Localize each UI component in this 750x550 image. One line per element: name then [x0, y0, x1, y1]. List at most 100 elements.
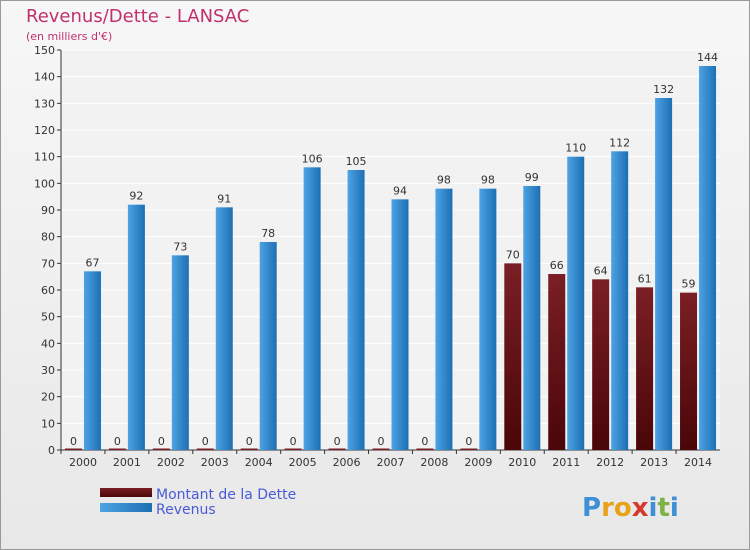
bar-revenus: [567, 156, 585, 450]
data-label-dette: 61: [638, 272, 652, 285]
x-tick-label: 2004: [245, 456, 273, 469]
plot-background: [61, 50, 720, 450]
bar-revenus: [171, 255, 189, 450]
y-tick-label: 20: [41, 391, 55, 404]
legend-dette-swatch: [100, 488, 152, 497]
x-tick-label: 2001: [113, 456, 141, 469]
y-tick-label: 150: [34, 44, 55, 57]
bar-dette: [196, 448, 214, 450]
data-label-dette: 70: [506, 248, 520, 261]
data-label-revenus: 99: [525, 171, 539, 184]
data-label-revenus: 91: [217, 192, 231, 205]
logo-letter: o: [614, 493, 632, 523]
data-label-revenus: 106: [302, 152, 323, 165]
data-label-dette: 0: [334, 435, 341, 448]
data-label-dette: 0: [246, 435, 253, 448]
chart-title: Revenus/Dette - LANSAC: [26, 6, 249, 27]
y-tick-label: 0: [48, 444, 55, 457]
y-tick-label: 130: [34, 97, 55, 110]
y-tick-label: 10: [41, 417, 55, 430]
y-tick-label: 80: [41, 231, 55, 244]
x-tick-label: 2010: [508, 456, 536, 469]
data-label-dette: 0: [378, 435, 385, 448]
x-tick-label: 2005: [289, 456, 317, 469]
x-tick-label: 2000: [69, 456, 97, 469]
y-tick-label: 110: [34, 151, 55, 164]
logo-letter: t: [657, 493, 669, 523]
bar-dette: [636, 287, 654, 450]
data-label-revenus: 110: [565, 142, 586, 155]
bar-revenus: [83, 271, 101, 450]
proxiti-logo: Proxiti: [582, 493, 679, 523]
y-tick-label: 90: [41, 204, 55, 217]
bar-revenus: [435, 188, 453, 450]
x-tick-label: 2006: [333, 456, 361, 469]
data-label-revenus: 67: [85, 256, 99, 269]
bar-dette: [108, 448, 126, 450]
y-tick-label: 100: [34, 177, 55, 190]
data-label-revenus: 112: [609, 136, 630, 149]
bar-dette: [416, 448, 434, 450]
data-label-dette: 0: [465, 435, 472, 448]
logo-letter: P: [582, 493, 601, 523]
x-tick-label: 2008: [420, 456, 448, 469]
data-label-dette: 64: [594, 264, 608, 277]
bar-revenus: [259, 242, 277, 450]
bar-dette: [152, 448, 170, 450]
data-label-dette: 0: [290, 435, 297, 448]
bar-revenus: [611, 151, 629, 451]
bar-revenus: [699, 66, 717, 450]
legend-revenus-label: Revenus: [156, 502, 216, 518]
x-tick-label: 2003: [201, 456, 229, 469]
bar-revenus: [215, 207, 233, 450]
bar-dette: [504, 263, 522, 450]
bar-dette: [592, 279, 610, 450]
bar-dette: [372, 448, 390, 450]
x-tick-label: 2002: [157, 456, 185, 469]
logo-letter: i: [649, 493, 658, 523]
data-label-revenus: 94: [393, 184, 407, 197]
legend-revenus-swatch: [100, 503, 152, 512]
y-tick-label: 120: [34, 124, 55, 137]
data-label-revenus: 98: [437, 174, 451, 187]
data-label-revenus: 73: [173, 240, 187, 253]
y-tick-label: 40: [41, 337, 55, 350]
logo-letter: x: [632, 493, 649, 523]
bar-revenus: [523, 186, 541, 450]
data-label-dette: 0: [114, 435, 121, 448]
data-label-revenus: 92: [129, 190, 143, 203]
bar-revenus: [303, 167, 321, 451]
data-label-revenus: 144: [697, 51, 718, 64]
logo-letter: i: [670, 493, 679, 523]
bar-revenus: [391, 199, 409, 450]
x-tick-label: 2009: [464, 456, 492, 469]
bar-dette: [284, 448, 302, 450]
x-tick-label: 2014: [684, 456, 712, 469]
x-tick-label: 2012: [596, 456, 624, 469]
bar-revenus: [127, 204, 145, 450]
bar-revenus: [479, 188, 497, 450]
data-label-dette: 0: [158, 435, 165, 448]
legend-dette-label: Montant de la Dette: [156, 487, 296, 503]
y-tick-label: 140: [34, 71, 55, 84]
data-label-revenus: 78: [261, 227, 275, 240]
y-tick-label: 30: [41, 364, 55, 377]
chart-subtitle: (en milliers d'€): [26, 30, 112, 43]
x-tick-label: 2011: [552, 456, 580, 469]
bar-revenus: [655, 98, 673, 450]
data-label-dette: 0: [421, 435, 428, 448]
data-label-dette: 59: [682, 278, 696, 291]
data-label-dette: 0: [202, 435, 209, 448]
data-label-dette: 0: [70, 435, 77, 448]
bar-dette: [680, 292, 698, 450]
bar-dette: [548, 274, 566, 450]
x-tick-label: 2013: [640, 456, 668, 469]
bar-dette: [240, 448, 258, 450]
logo-letter: r: [601, 493, 614, 523]
data-label-revenus: 132: [653, 83, 674, 96]
data-label-revenus: 105: [346, 155, 367, 168]
x-tick-label: 2007: [377, 456, 405, 469]
